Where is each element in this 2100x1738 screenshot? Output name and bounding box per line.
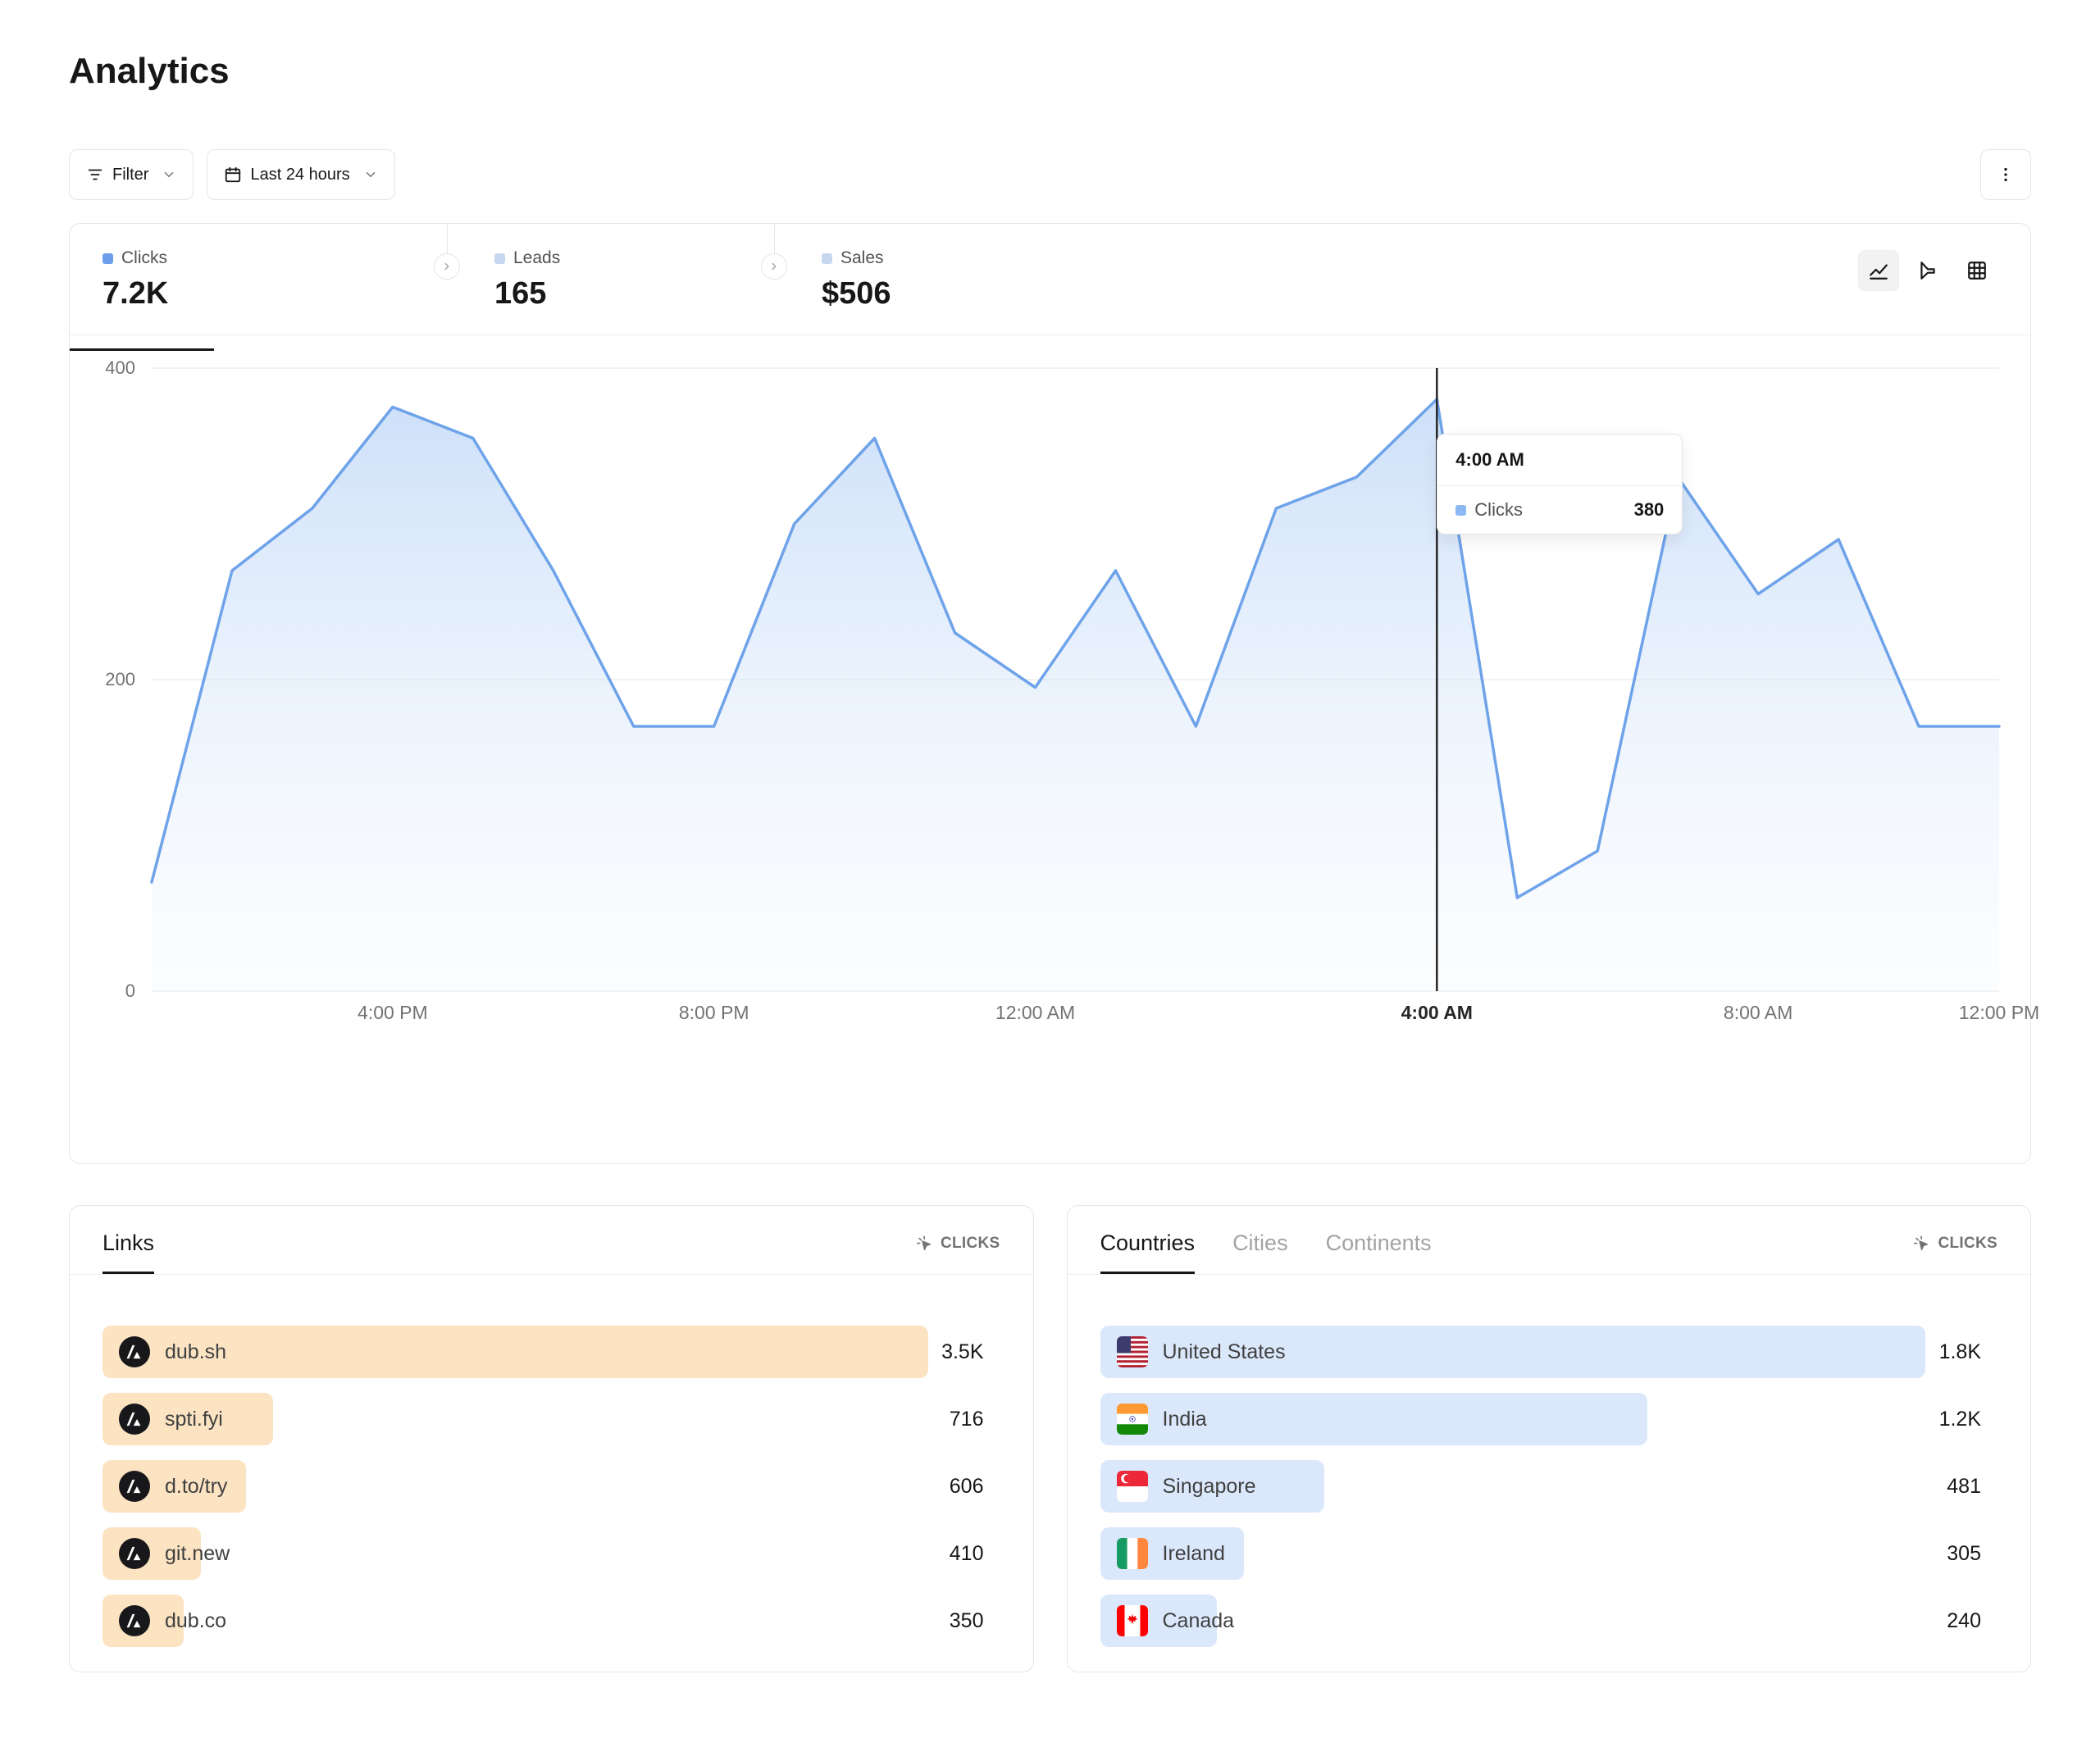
svg-text:12:00 AM: 12:00 AM bbox=[995, 1002, 1075, 1023]
svg-text:400: 400 bbox=[105, 357, 135, 378]
svg-text:8:00 PM: 8:00 PM bbox=[679, 1002, 749, 1023]
svg-text:4:00 PM: 4:00 PM bbox=[358, 1002, 428, 1023]
svg-text:12:00 PM: 12:00 PM bbox=[1959, 1002, 2039, 1023]
svg-text:200: 200 bbox=[105, 669, 135, 689]
svg-text:0: 0 bbox=[125, 980, 135, 1001]
svg-text:4:00 AM: 4:00 AM bbox=[1401, 1002, 1473, 1023]
svg-text:8:00 AM: 8:00 AM bbox=[1724, 1002, 1793, 1023]
